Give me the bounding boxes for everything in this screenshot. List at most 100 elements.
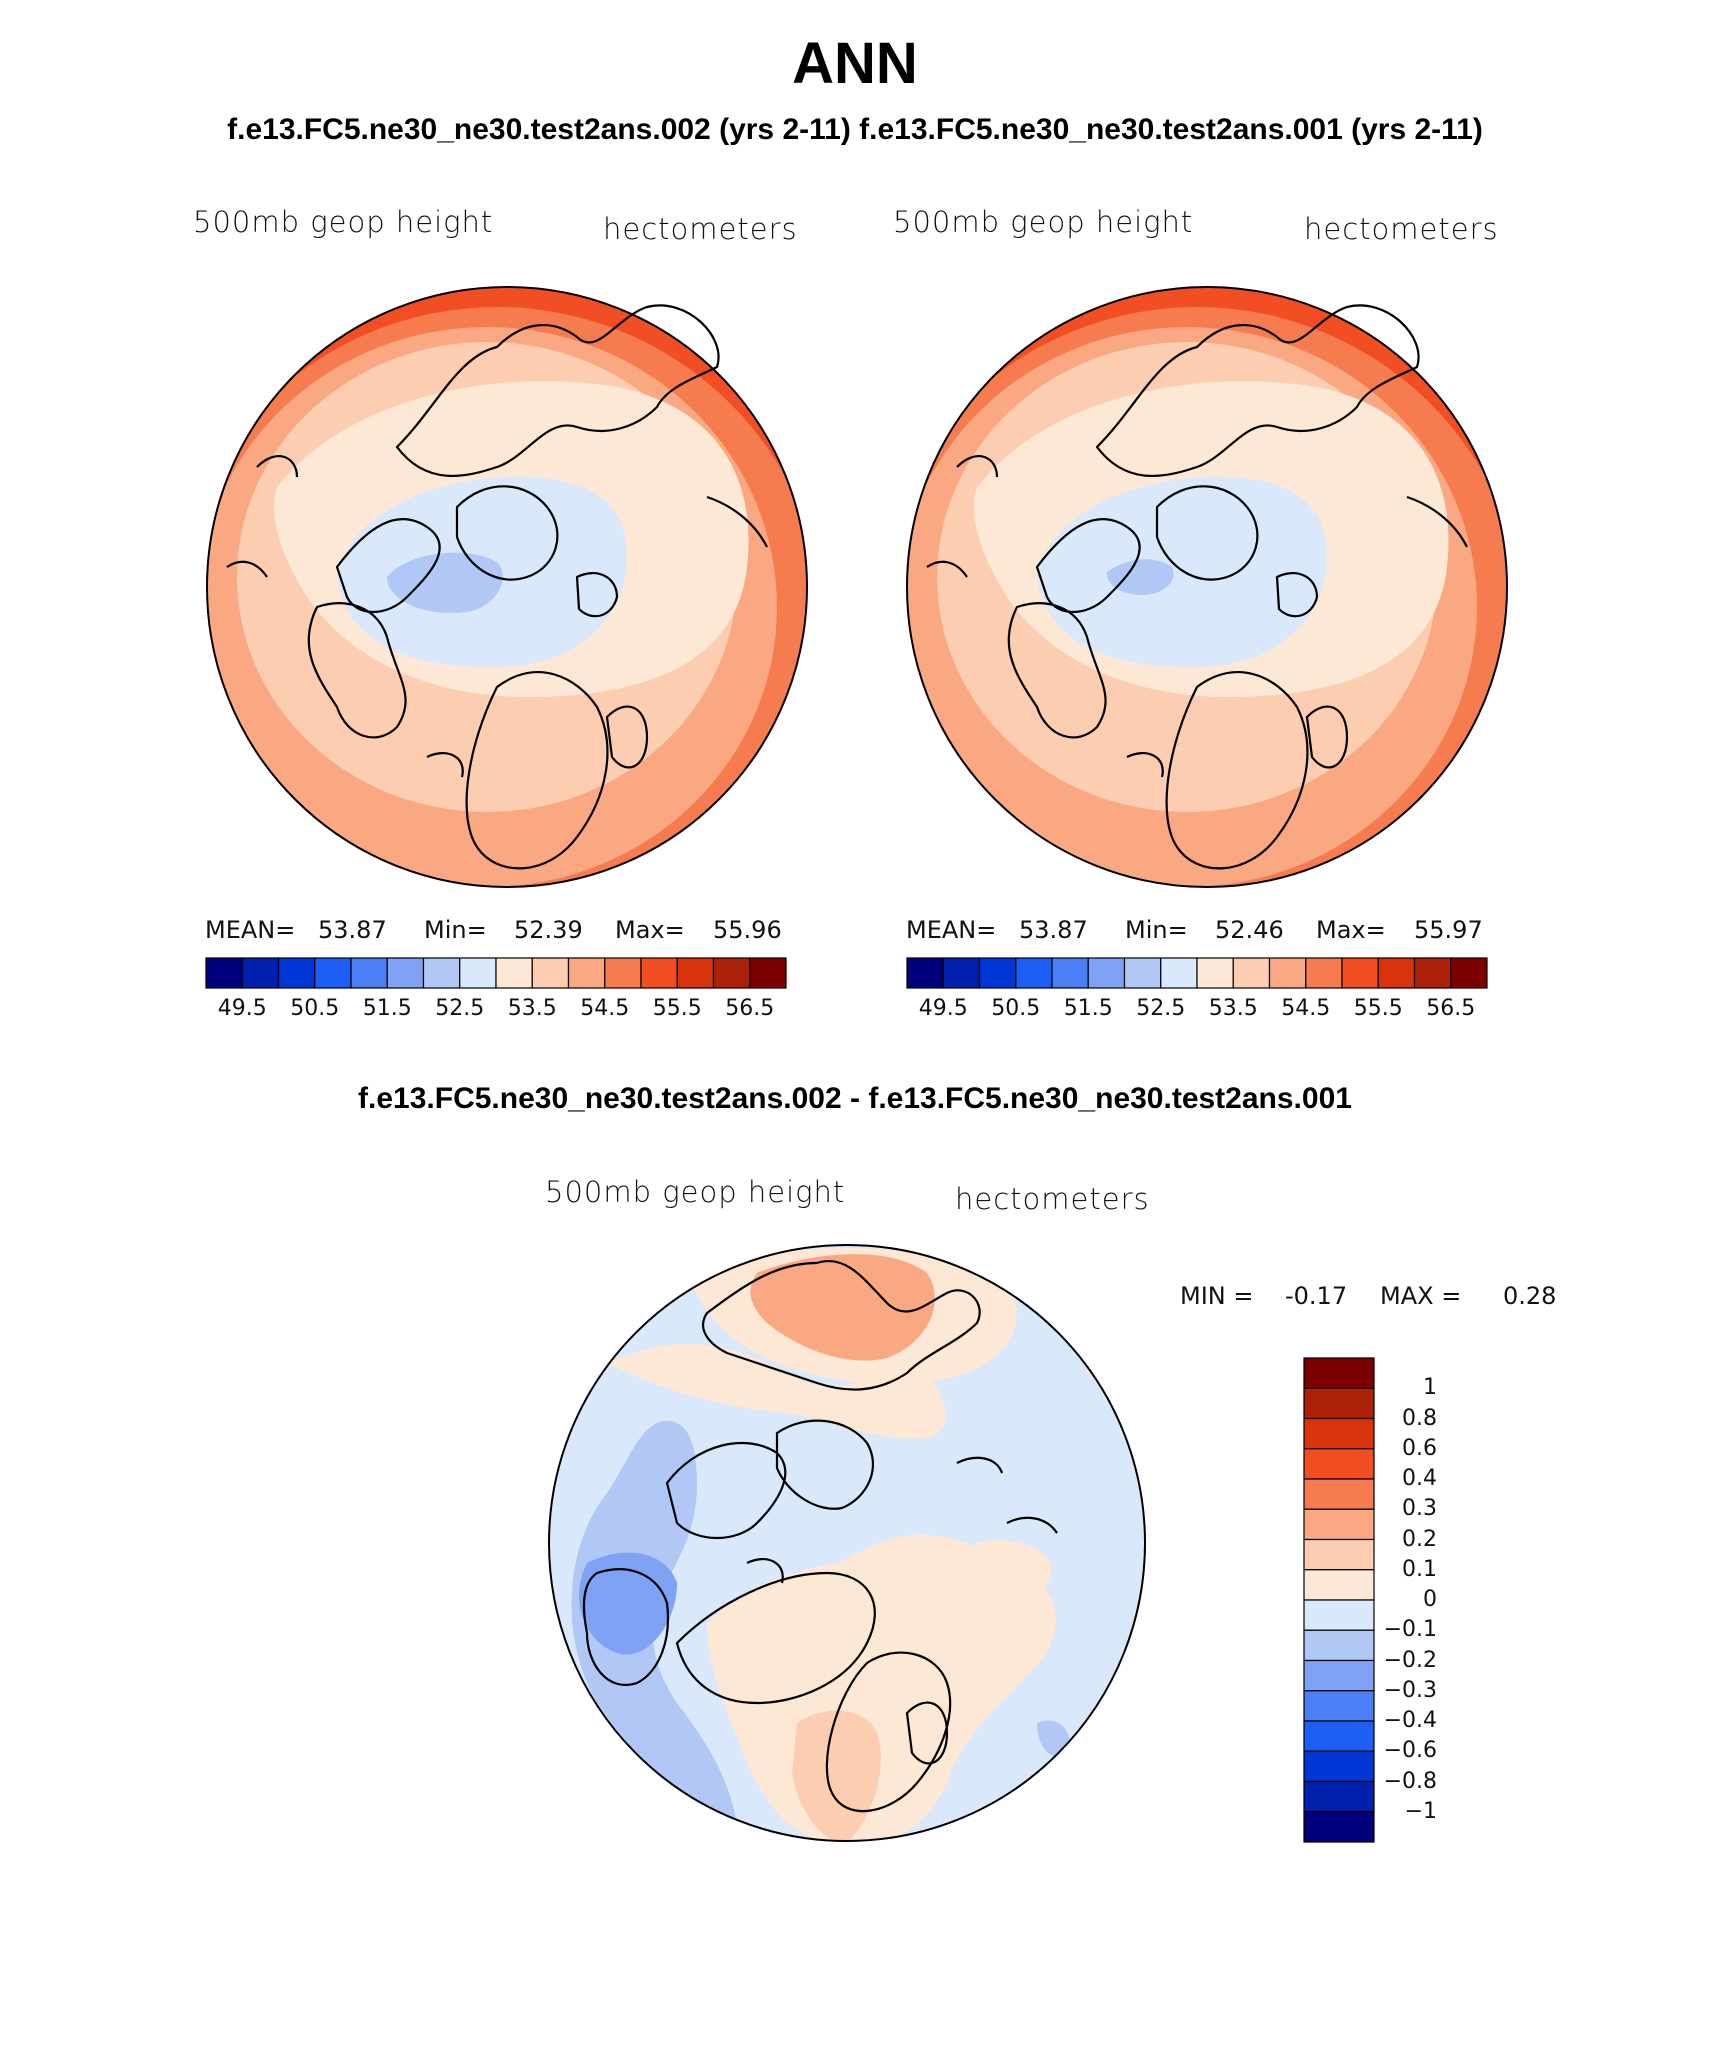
panel2-colorbar-swatch [1160, 957, 1198, 989]
panel2-colorbar-swatch [1196, 957, 1234, 989]
panel2-colorbar-tick-label: 54.5 [1281, 996, 1331, 1021]
panel2-colorbar-tick-label: 51.5 [1063, 996, 1113, 1021]
panel1-mean-label: MEAN= [205, 916, 296, 944]
panel1-colorbar-swatch [241, 957, 280, 989]
panel1-colorbar-tick-label: 54.5 [580, 996, 630, 1021]
diff-colorbar-swatch [1303, 1720, 1375, 1752]
diff-colorbar-tick-label: −0.3 [1383, 1677, 1437, 1703]
panel1-colorbar-swatch [422, 957, 461, 989]
diff-colorbar-tick-label: 0.8 [1402, 1405, 1437, 1431]
diff-colorbar-swatch [1303, 1448, 1375, 1480]
panel1-colorbar-swatch [314, 957, 352, 989]
panel2-min-label: Min= [1125, 916, 1188, 944]
panel2-colorbar-swatch [1341, 957, 1379, 989]
diff-units-label: hectometers [955, 1182, 1150, 1216]
panel1-colorbar-swatch [386, 957, 425, 989]
panel1-colorbar-tick-label: 51.5 [362, 996, 412, 1021]
panel1-colorbar-swatch [350, 957, 388, 989]
diff-colorbar-swatch [1303, 1357, 1375, 1389]
panel1-max-value: 55.96 [713, 916, 782, 944]
panel1-min-value: 52.39 [514, 916, 583, 944]
diff-colorbar-tick-label: 1 [1423, 1375, 1437, 1401]
panel2-colorbar-swatch [1268, 957, 1307, 989]
panel1-max-label: Max= [615, 916, 685, 944]
panel2-colorbar-swatch [1015, 957, 1053, 989]
panel2-colorbar-tick-label: 50.5 [991, 996, 1041, 1021]
panel1-colorbar-swatch [567, 957, 606, 989]
case-comparison-subtitle: f.e13.FC5.ne30_ne30.test2ans.002 (yrs 2-… [227, 113, 1483, 146]
diff-colorbar-tick-label: −1 [1404, 1798, 1437, 1824]
diff-colorbar-tick-label: 0.2 [1402, 1526, 1437, 1552]
panel2-colorbar-swatch [942, 957, 981, 989]
diff-colorbar-swatch [1303, 1569, 1375, 1601]
diff-colorbar-swatch [1303, 1387, 1375, 1420]
panel2-colorbar-swatch [1305, 957, 1343, 989]
panel1-colorbar-tick-label: 56.5 [725, 996, 775, 1021]
diff-max-label: MAX = [1380, 1282, 1462, 1310]
diff-colorbar-swatch [1303, 1599, 1375, 1631]
diff-colorbar-tick-label: 0.1 [1402, 1556, 1437, 1582]
panel1-colorbar-swatch [676, 957, 715, 989]
panel2-colorbar-tick-label: 56.5 [1426, 996, 1476, 1021]
panel2-colorbar-tick-label: 55.5 [1353, 996, 1403, 1021]
panel2-colorbar-tick-label: 49.5 [918, 996, 968, 1021]
panel1-colorbar-swatch [604, 957, 642, 989]
diff-colorbar-swatch [1303, 1750, 1375, 1783]
diff-colorbar-tick-label: −0.6 [1383, 1738, 1437, 1764]
diff-colorbar-tick-label: −0.1 [1383, 1617, 1437, 1643]
panel1-colorbar [205, 957, 787, 989]
diff-colorbar-tick-label: −0.8 [1383, 1768, 1437, 1794]
diff-min-label: MIN = [1180, 1282, 1254, 1310]
diff-colorbar-swatch [1303, 1780, 1375, 1813]
panel1-colorbar-swatch [205, 957, 243, 989]
panel1-colorbar-tick-label: 49.5 [217, 996, 267, 1021]
diff-colorbar-swatch [1303, 1538, 1375, 1571]
panel2-polar-map [906, 286, 1508, 888]
panel2-colorbar-swatch [1232, 957, 1271, 989]
diff-colorbar-swatch [1303, 1508, 1375, 1541]
panel2-max-label: Max= [1316, 916, 1386, 944]
panel1-colorbar-swatch [277, 957, 316, 989]
panel1-polar-map [206, 286, 808, 888]
panel1-colorbar-swatch [459, 957, 497, 989]
panel2-min-value: 52.46 [1215, 916, 1284, 944]
panel2-colorbar-tick-label: 53.5 [1208, 996, 1258, 1021]
diff-max-value: 0.28 [1503, 1282, 1557, 1310]
panel1-colorbar-swatch [495, 957, 533, 989]
panel2-variable-label: 500mb geop height [893, 205, 1194, 239]
diff-colorbar-tick-label: −0.2 [1383, 1647, 1437, 1673]
diff-colorbar-tick-label: 0.3 [1402, 1496, 1437, 1522]
panel2-colorbar-swatch [978, 957, 1017, 989]
panel2-colorbar-swatch [1377, 957, 1416, 989]
diff-colorbar-swatch [1303, 1811, 1375, 1843]
diff-colorbar-tick-label: −0.4 [1383, 1708, 1437, 1733]
panel2-colorbar-swatch [906, 957, 944, 989]
panel2-mean-value: 53.87 [1019, 916, 1088, 944]
diff-colorbar-swatch [1303, 1478, 1375, 1510]
panel1-mean-value: 53.87 [318, 916, 387, 944]
panel1-colorbar-swatch [531, 957, 570, 989]
diff-colorbar-swatch [1303, 1659, 1375, 1692]
panel1-units-label: hectometers [603, 212, 798, 246]
panel1-colorbar-tick-label: 52.5 [435, 996, 485, 1021]
diff-colorbar-tick-label: 0.4 [1402, 1466, 1437, 1491]
panel1-colorbar-swatch [749, 957, 787, 989]
diff-colorbar-swatch [1303, 1417, 1375, 1450]
panel1-variable-label: 500mb geop height [193, 205, 494, 239]
difference-subtitle: f.e13.FC5.ne30_ne30.test2ans.002 - f.e13… [358, 1082, 1352, 1115]
page-title: ANN [792, 31, 918, 96]
panel2-colorbar-swatch [1123, 957, 1162, 989]
panel2-units-label: hectometers [1304, 212, 1499, 246]
panel1-colorbar-swatch [640, 957, 678, 989]
panel2-colorbar [906, 957, 1488, 989]
panel1-colorbar-tick-label: 50.5 [290, 996, 340, 1021]
diff-colorbar-swatch [1303, 1690, 1375, 1722]
panel2-colorbar-swatch [1051, 957, 1089, 989]
panel2-max-value: 55.97 [1414, 916, 1483, 944]
panel1-colorbar-swatch [712, 957, 751, 989]
diff-colorbar-swatch [1303, 1629, 1375, 1662]
panel2-colorbar-swatch [1087, 957, 1126, 989]
panel1-colorbar-tick-label: 55.5 [652, 996, 702, 1021]
diff-colorbar-tick-label: 0.6 [1402, 1435, 1437, 1461]
diff-min-value: -0.17 [1285, 1282, 1348, 1310]
